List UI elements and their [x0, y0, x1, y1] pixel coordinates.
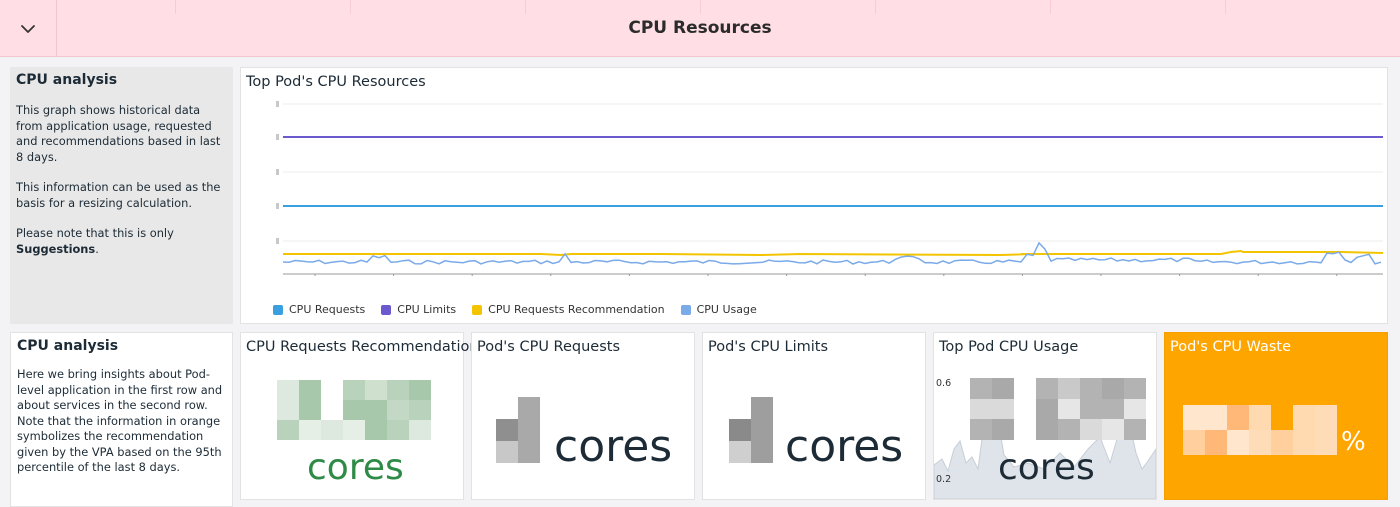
legend-item[interactable]: CPU Requests Recommendation	[472, 303, 665, 316]
legend-item[interactable]: CPU Limits	[381, 303, 456, 316]
series-cpu-requests-recommendation	[283, 249, 1384, 257]
unit-label: cores	[785, 421, 904, 472]
chart-legend: CPU Requests CPU Limits CPU Requests Recom…	[273, 303, 757, 316]
cpu-analysis-note-bottom: CPU analysis Here we bring insights abou…	[10, 332, 233, 507]
timeseries-panel[interactable]: Top Pod's CPU Resources Thu 512:00Fri 61…	[240, 67, 1388, 324]
redacted-value	[1183, 405, 1337, 455]
panel-title: Pod's CPU Waste	[1170, 339, 1291, 355]
timeseries-chart[interactable]: Thu 512:00Fri 612:00Sat 712:00Jan 812:00…	[241, 96, 1389, 276]
redacted-value	[970, 378, 1146, 440]
legend-swatch	[472, 304, 483, 315]
y-tick-redacted	[276, 203, 279, 209]
stat-panel-requests-recommendation[interactable]: CPU Requests Recommendation cores	[240, 332, 479, 500]
stat-panel-cpu-requests[interactable]: Pod's CPU Requests cores	[471, 332, 695, 500]
redacted-value	[496, 397, 540, 463]
y-tick-redacted	[276, 101, 279, 107]
collapse-row-button[interactable]	[0, 0, 57, 57]
note-paragraph: Please note that this is only Suggestion…	[16, 226, 225, 257]
panel-title: Pod's CPU Requests	[477, 339, 620, 355]
y-tick-redacted	[276, 238, 279, 244]
legend-swatch	[381, 304, 392, 315]
dashboard-row-header[interactable]: CPU Resources	[0, 0, 1400, 57]
note-text: Please note that this is only	[16, 226, 174, 240]
percent-unit: %	[1341, 427, 1366, 457]
legend-label: CPU Requests Recommendation	[488, 303, 665, 316]
panel-title: CPU Requests Recommendation	[246, 339, 479, 355]
note-paragraph: This information can be used as the basi…	[16, 180, 221, 210]
y-tick-redacted	[276, 134, 279, 140]
redacted-value	[729, 397, 773, 463]
stat-panel-top-pod-usage[interactable]: Top Pod CPU Usage 0.6 0.2 cores	[933, 332, 1157, 500]
unit-label: cores	[554, 421, 673, 472]
legend-label: CPU Requests	[289, 303, 366, 316]
series-cpu-usage	[282, 241, 1382, 265]
note-paragraph: Here we bring insights about Pod-level a…	[17, 367, 223, 474]
stat-panel-cpu-waste[interactable]: Pod's CPU Waste %	[1164, 332, 1388, 500]
note-title: CPU analysis	[17, 338, 119, 354]
chevron-down-icon	[20, 19, 36, 38]
redacted-value	[277, 380, 431, 440]
note-paragraph: This graph shows historical data from ap…	[16, 103, 221, 164]
axis-tick: 0.2	[936, 474, 952, 485]
note-text: .	[95, 241, 99, 256]
stat-panel-cpu-limits[interactable]: Pod's CPU Limits cores	[702, 332, 926, 500]
legend-item[interactable]: CPU Requests	[273, 303, 365, 316]
cpu-analysis-note-top: CPU analysis This graph shows historical…	[10, 67, 233, 324]
note-title: CPU analysis	[16, 72, 118, 88]
unit-label: cores	[307, 447, 404, 488]
legend-label: CPU Usage	[696, 303, 757, 316]
panel-title: Pod's CPU Limits	[708, 339, 829, 355]
note-bold-text: Suggestions	[16, 241, 96, 256]
legend-swatch	[273, 304, 283, 315]
unit-label: cores	[998, 447, 1095, 488]
legend-label: CPU Limits	[397, 303, 457, 316]
legend-item[interactable]: CPU Usage	[680, 303, 757, 316]
y-tick-redacted	[276, 169, 279, 175]
panel-title: Top Pod CPU Usage	[939, 339, 1079, 355]
legend-swatch	[680, 304, 691, 315]
panel-title: Top Pod's CPU Resources	[246, 74, 426, 90]
axis-tick: 0.6	[936, 378, 952, 389]
